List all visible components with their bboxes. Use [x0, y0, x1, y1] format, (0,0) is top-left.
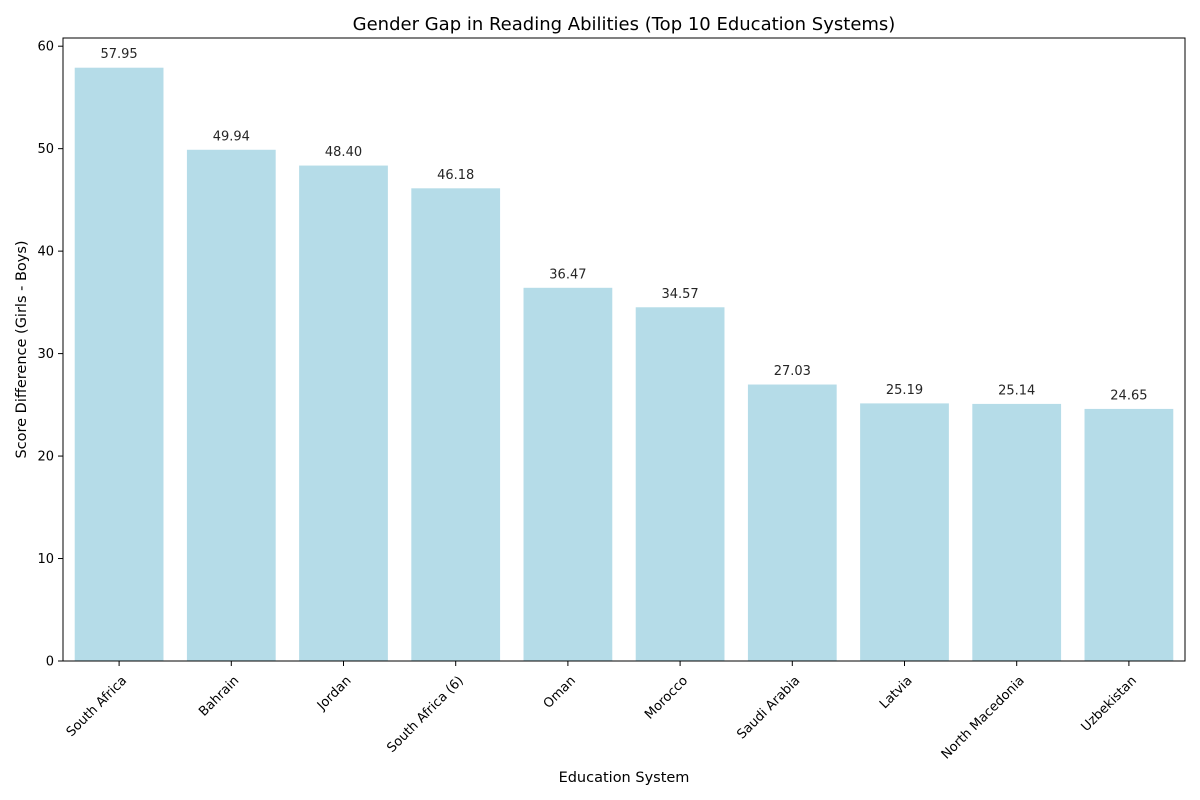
y-axis-label: Score Difference (Girls - Boys)	[14, 240, 30, 458]
bar-value-label: 27.03	[774, 364, 811, 379]
x-axis: South Africa Bahrain Jordan South Africa (6…	[64, 661, 1140, 762]
bar	[73, 66, 165, 662]
bar-value-label: 36.47	[549, 267, 586, 282]
x-tick-label: North Macedonia	[939, 673, 1028, 762]
bar-value-label: 49.94	[213, 129, 250, 144]
bar-value-label: 25.14	[998, 383, 1035, 398]
y-tick-label: 10	[37, 552, 54, 567]
chart-title: Gender Gap in Reading Abilities (Top 10 …	[353, 14, 896, 35]
bar	[522, 286, 614, 662]
value-labels-layer: 57.95 49.94 48.40 46.18 36.47 34.57 27.03 25.19…	[100, 47, 1147, 403]
bar-value-label: 48.40	[325, 145, 362, 160]
x-tick-label: South Africa (6)	[384, 673, 466, 755]
y-tick-label: 60	[37, 40, 54, 55]
bar-value-label: 24.65	[1110, 388, 1147, 403]
bar	[971, 402, 1063, 662]
x-tick-label: Uzbekistan	[1079, 673, 1140, 734]
bar-value-label: 25.19	[886, 383, 923, 398]
x-tick-label: Oman	[541, 673, 579, 711]
bar	[185, 148, 277, 662]
x-tick-label: Saudi Arabia	[734, 673, 803, 742]
bar-value-label: 34.57	[661, 287, 698, 302]
bar	[746, 383, 838, 662]
bar-value-label: 57.95	[100, 47, 137, 62]
y-tick-label: 40	[37, 245, 54, 260]
bar	[298, 164, 389, 662]
y-axis: 0 10 20 30 40 50 60	[37, 40, 63, 670]
y-tick-label: 30	[37, 347, 54, 362]
bar	[410, 187, 502, 662]
y-tick-label: 20	[37, 450, 54, 465]
y-tick-label: 0	[46, 655, 54, 670]
bars-layer	[73, 66, 1175, 662]
y-tick-label: 50	[37, 142, 54, 157]
bar	[634, 306, 726, 662]
x-tick-label: Morocco	[642, 673, 691, 722]
bar-value-label: 46.18	[437, 168, 474, 183]
bar	[859, 402, 950, 662]
x-tick-label: Jordan	[314, 673, 355, 714]
x-tick-label: South Africa	[64, 673, 130, 739]
x-axis-label: Education System	[559, 770, 690, 786]
x-tick-label: Latvia	[877, 673, 916, 712]
x-tick-label: Bahrain	[196, 673, 242, 719]
bar	[1083, 407, 1175, 662]
plot-frame	[62, 37, 1186, 662]
